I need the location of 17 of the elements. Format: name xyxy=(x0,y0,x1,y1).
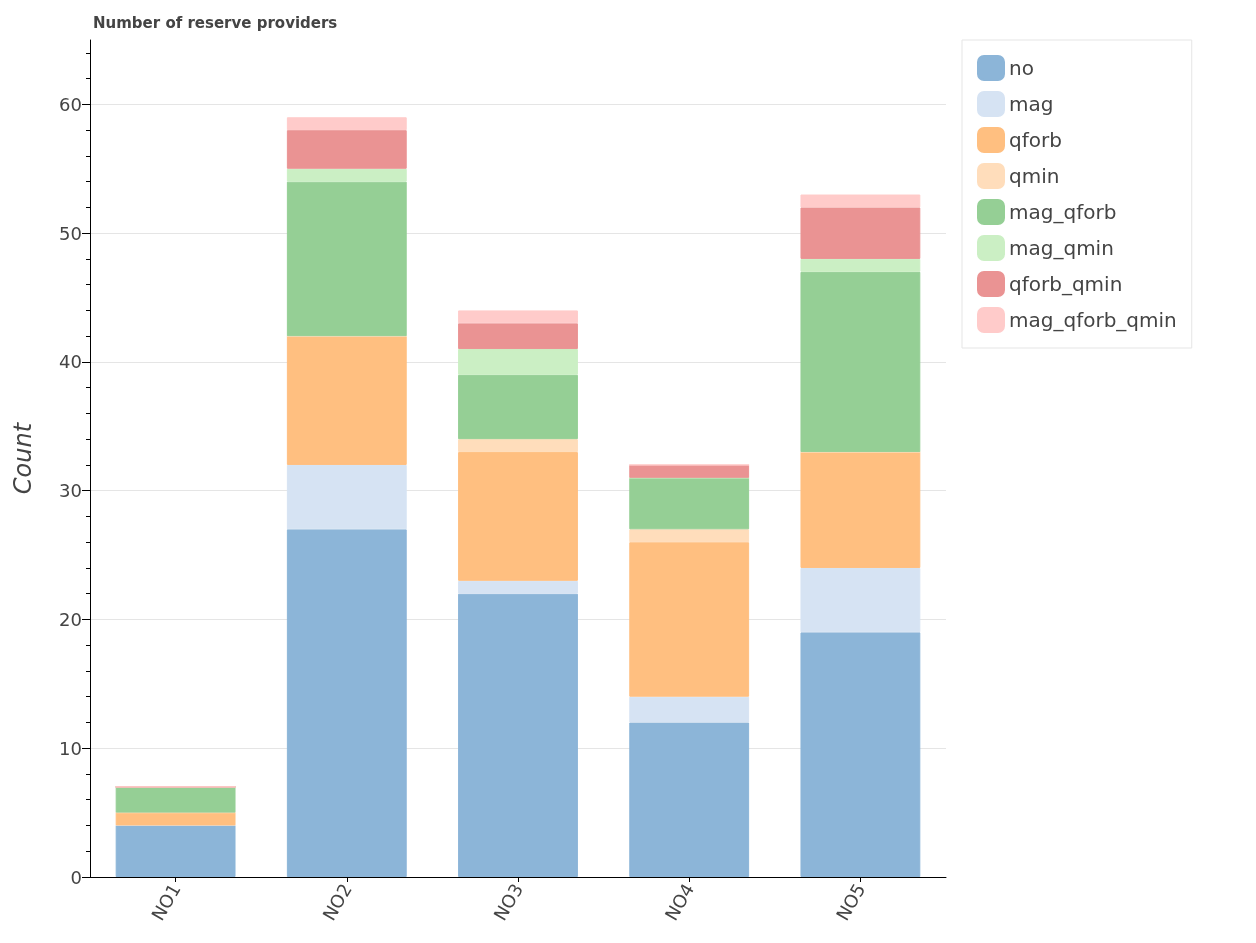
legend-label: mag_qforb_qmin xyxy=(1009,308,1177,332)
legend-label: mag_qmin xyxy=(1009,236,1114,260)
legend-label: mag xyxy=(1009,92,1054,116)
y-axis-title: Count xyxy=(9,421,37,495)
y-tick-label: 20 xyxy=(59,608,82,630)
legend-label: no xyxy=(1009,56,1034,80)
legend-label: mag_qforb xyxy=(1009,200,1117,224)
chart-title: Number of reserve providers xyxy=(93,13,338,32)
legend-label: qforb xyxy=(1009,128,1062,152)
y-tick-label: 0 xyxy=(70,866,82,888)
y-tick-label: 50 xyxy=(59,222,82,244)
y-tick-label: 10 xyxy=(59,737,82,759)
y-tick-label: 40 xyxy=(59,351,82,373)
legend-label: qmin xyxy=(1009,164,1060,188)
y-tick-label: 60 xyxy=(59,93,82,115)
y-tick-label: 30 xyxy=(59,480,82,502)
legend-label: qforb_qmin xyxy=(1009,272,1123,296)
